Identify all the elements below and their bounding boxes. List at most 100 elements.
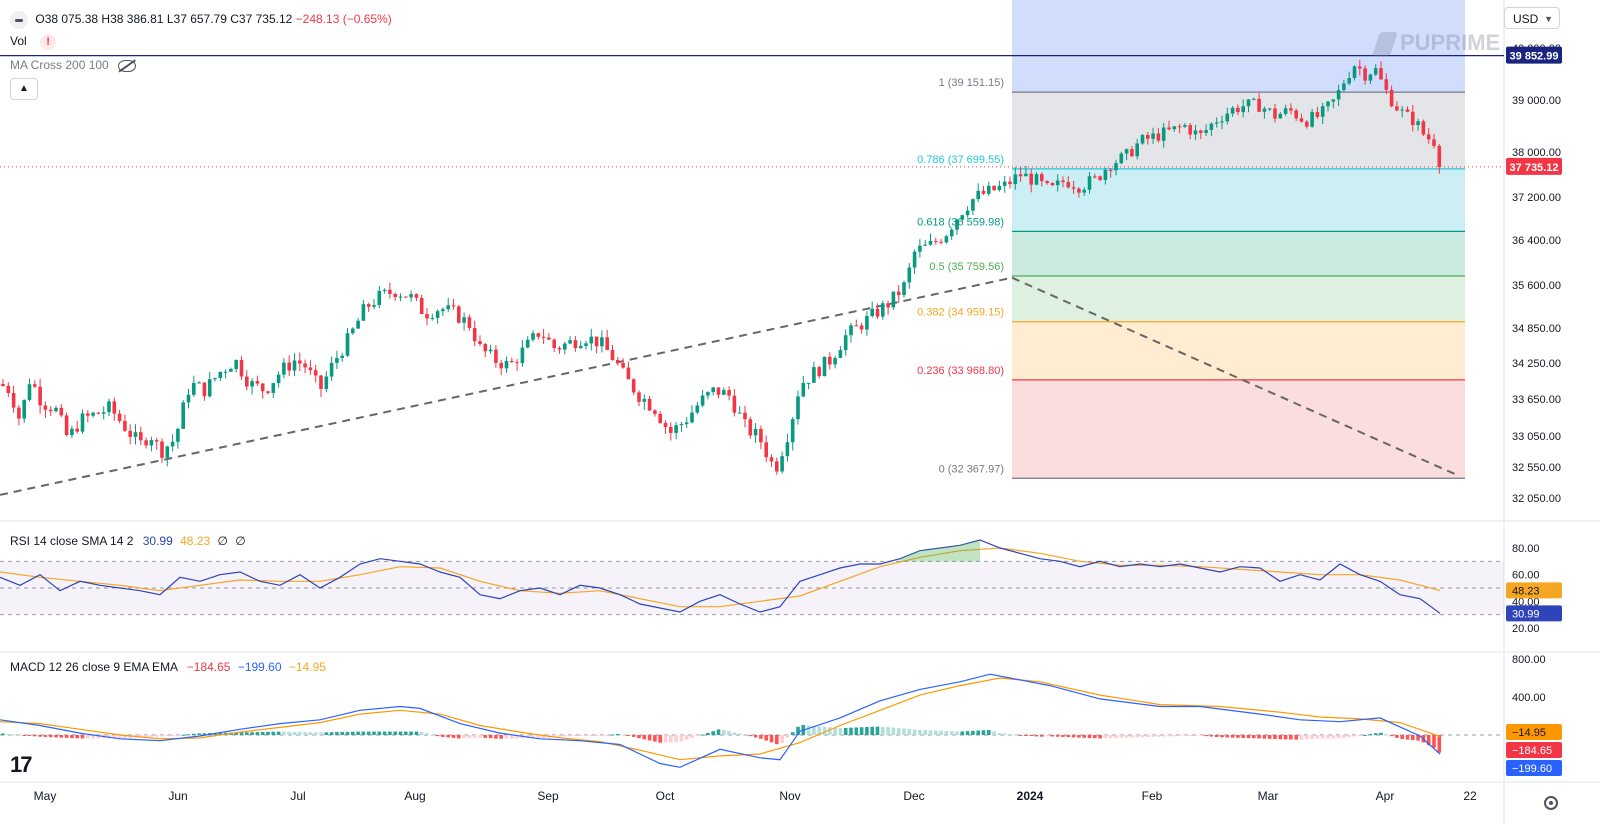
candle-body bbox=[1167, 127, 1171, 130]
candle-body bbox=[1347, 78, 1351, 84]
macd-hist-bar bbox=[218, 732, 223, 735]
candle-body bbox=[960, 215, 965, 220]
warning-icon[interactable]: ! bbox=[40, 34, 57, 50]
macd-hist-bar bbox=[1077, 735, 1081, 738]
candle-body bbox=[75, 428, 79, 432]
macd-hist-bar bbox=[165, 735, 170, 737]
hidden-eye-icon[interactable] bbox=[118, 59, 137, 72]
macd-hist-bar bbox=[366, 731, 371, 735]
vol-legend[interactable]: Vol ! bbox=[10, 34, 57, 50]
ma-legend[interactable]: MA Cross 200 100 bbox=[10, 58, 137, 72]
candle-body bbox=[1421, 121, 1426, 135]
candle-body bbox=[711, 387, 715, 393]
macd-hist-bar bbox=[796, 726, 800, 735]
watermark-text: PUPRIME bbox=[1400, 30, 1501, 55]
candle-body bbox=[1040, 174, 1044, 182]
time-tick-label: Mar bbox=[1258, 789, 1279, 803]
macd-hist-bar bbox=[557, 735, 562, 737]
candle-body bbox=[223, 371, 228, 373]
candle-body bbox=[1082, 189, 1086, 193]
low-value: 37 657.79 bbox=[173, 12, 227, 27]
macd-hist-bar bbox=[17, 734, 21, 736]
candle-body bbox=[557, 348, 562, 350]
macd-hist-bar bbox=[1199, 735, 1203, 736]
candle-body bbox=[828, 356, 832, 365]
candle-body bbox=[997, 185, 1002, 191]
macd-hist-bar bbox=[298, 732, 302, 735]
macd-hist-bar bbox=[1050, 735, 1055, 737]
macd-hist-bar bbox=[1389, 735, 1394, 737]
macd-hist-bar bbox=[536, 735, 541, 739]
macd-hist-bar bbox=[59, 735, 64, 738]
macd-label: MACD 12 26 close 9 EMA EMA bbox=[10, 660, 178, 674]
candle-body bbox=[1236, 107, 1240, 113]
candle-body bbox=[101, 412, 106, 414]
candle-body bbox=[435, 311, 440, 318]
macd-hist-bar bbox=[1082, 735, 1086, 738]
candle-body bbox=[298, 360, 302, 364]
candle-body bbox=[976, 190, 980, 200]
candle-body bbox=[679, 424, 684, 426]
macd-hist-bar bbox=[1352, 735, 1357, 737]
fib-level-label: 0.236 (33 968.80) bbox=[917, 365, 1004, 377]
candle-body bbox=[1299, 118, 1304, 122]
macd-hist-bar bbox=[531, 735, 535, 739]
candle-body bbox=[1257, 98, 1261, 112]
macd-hist-bar bbox=[303, 732, 307, 735]
macd-hist-bar bbox=[748, 735, 753, 737]
candle-body bbox=[806, 382, 811, 384]
candle-body bbox=[653, 410, 657, 414]
candle-body bbox=[472, 328, 477, 342]
currency-select[interactable]: USD ▼ bbox=[1504, 7, 1560, 29]
macd-hist-bar bbox=[80, 735, 85, 739]
macd-hist-bar bbox=[393, 731, 397, 735]
macd-hist-bar bbox=[1172, 735, 1177, 737]
candle-body bbox=[361, 304, 366, 321]
macd-hist-bar bbox=[1214, 735, 1219, 737]
macd-hist-bar bbox=[11, 734, 16, 736]
candle-body bbox=[139, 432, 143, 441]
macd-hist-bar bbox=[1437, 735, 1442, 753]
candle-body bbox=[446, 305, 450, 310]
price-tick-label: 38 000.00 bbox=[1512, 147, 1561, 159]
macd-hist-bar bbox=[1411, 735, 1415, 741]
macd-hist-bar bbox=[923, 730, 927, 735]
candle-body bbox=[504, 360, 509, 369]
candle-body bbox=[1177, 126, 1182, 128]
macd-hist-bar bbox=[377, 731, 382, 735]
price-tick-label: 39 000.00 bbox=[1512, 95, 1561, 107]
collapse-indicators-button[interactable]: ▲ bbox=[10, 78, 38, 100]
macd-hist-bar bbox=[510, 735, 514, 739]
macd-hist-bar bbox=[404, 731, 408, 735]
time-tick-label: Apr bbox=[1376, 789, 1395, 803]
rsi-legend[interactable]: RSI 14 close SMA 14 2 30.99 48.23 ∅ ∅ bbox=[10, 534, 246, 548]
macd-hist-bar bbox=[1416, 735, 1420, 741]
rsi-tick-label: 40.00 bbox=[1512, 596, 1540, 608]
candle-body bbox=[812, 367, 816, 383]
macd-hist-bar bbox=[589, 735, 594, 736]
candle-body bbox=[377, 290, 382, 306]
candle-body bbox=[430, 317, 435, 319]
candle-body bbox=[117, 413, 122, 421]
macd-hist-bar bbox=[663, 735, 668, 743]
macd-hist-bar bbox=[451, 735, 456, 738]
macd-hist-bar bbox=[674, 735, 678, 743]
candle-body bbox=[38, 386, 42, 406]
candle-body bbox=[17, 407, 21, 419]
candle-body bbox=[64, 415, 69, 436]
macd-hist-bar bbox=[637, 735, 641, 739]
macd-hist-bar bbox=[1336, 735, 1341, 739]
macd-hist-bar bbox=[340, 731, 344, 735]
collapse-legend-icon[interactable] bbox=[10, 11, 28, 29]
candle-body bbox=[769, 457, 774, 462]
macd-hist-bar bbox=[1310, 735, 1314, 739]
macd-hist-bar bbox=[1347, 735, 1351, 738]
candle-body bbox=[987, 185, 991, 194]
gear-icon[interactable] bbox=[1544, 796, 1558, 810]
macd-hist-bar bbox=[573, 735, 578, 737]
macd-legend[interactable]: MACD 12 26 close 9 EMA EMA −184.65 −199.… bbox=[10, 660, 326, 674]
tradingview-logo[interactable]: 17 bbox=[10, 752, 33, 778]
candle-body bbox=[388, 289, 392, 294]
